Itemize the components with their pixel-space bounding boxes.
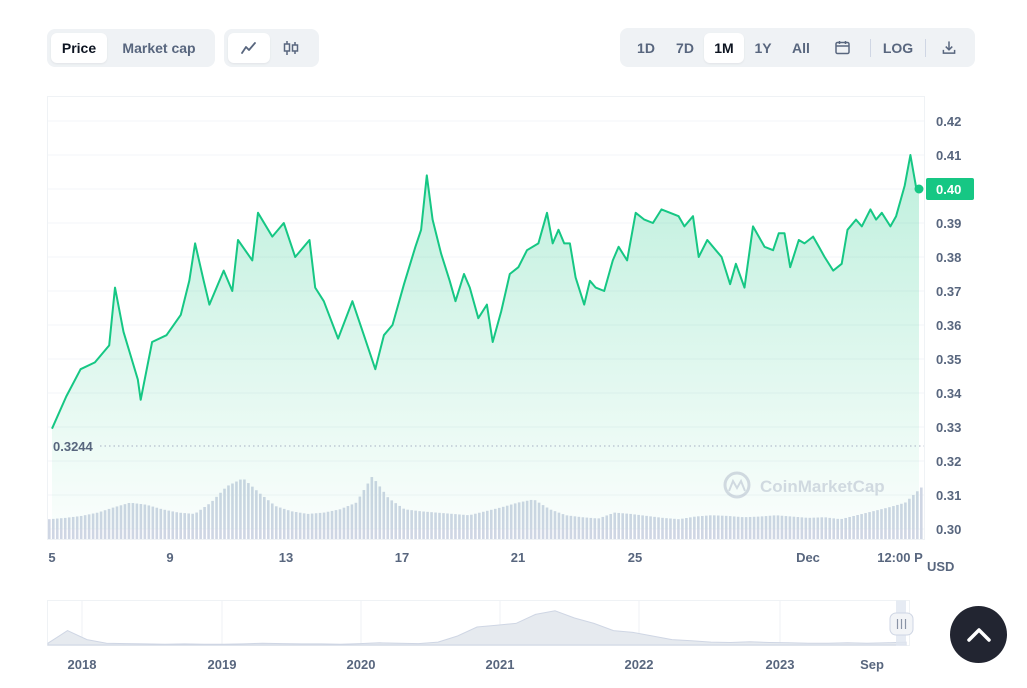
y-tick-label: 0.30: [936, 522, 961, 537]
y-tick-label: 0.31: [936, 488, 961, 503]
y-tick-label: 0.32: [936, 454, 961, 469]
x-tick-label: 5: [48, 550, 55, 565]
chart-type-toggle: [224, 29, 319, 67]
currency-label: USD: [927, 559, 954, 574]
y-tick-label: 0.38: [936, 250, 961, 265]
range-selector: 1D 7D 1M 1Y All LOG: [620, 28, 975, 67]
scroll-to-top-button[interactable]: [950, 606, 1007, 663]
drag-handle-icon[interactable]: [889, 612, 914, 636]
watermark-text: CoinMarketCap: [760, 477, 885, 496]
chevron-up-icon: [966, 627, 991, 642]
navigator-year-label: 2019: [208, 657, 237, 672]
range-7d-button[interactable]: 7D: [676, 39, 694, 56]
y-tick-label: 0.35: [936, 352, 961, 367]
x-tick-label: 12:00 P: [877, 550, 923, 565]
line-chart-icon: [241, 42, 256, 54]
line-chart-button[interactable]: [228, 33, 270, 63]
range-all-button[interactable]: All: [792, 39, 810, 56]
navigator-year-labels: 2018 2019 2020 2021 2022 2023 Sep: [68, 657, 884, 672]
volume-bar: [48, 519, 51, 539]
y-tick-label: 0.33: [936, 420, 961, 435]
volume-bar: [920, 487, 923, 539]
navigator-year-label: Sep: [860, 657, 884, 672]
log-scale-button[interactable]: LOG: [882, 39, 914, 56]
calendar-button[interactable]: [820, 33, 864, 63]
x-axis-ticks: 5 9 13 17 21 25 Dec 12:00 P: [48, 550, 923, 565]
x-tick-label: 9: [166, 550, 173, 565]
candlestick-icon: [283, 41, 299, 55]
toolbar-divider: [870, 38, 871, 57]
navigator-year-label: 2023: [766, 657, 795, 672]
current-price-badge: 0.40: [926, 178, 974, 200]
range-1d-button[interactable]: 1D: [637, 39, 655, 56]
x-tick-label: 21: [511, 550, 525, 565]
toolbar-divider: [925, 38, 926, 57]
y-axis-ticks: 0.42 0.41 0.40 0.39 0.38 0.37 0.36 0.35 0.34 0.33…: [936, 114, 962, 537]
y-tick-label: 0.36: [936, 318, 961, 333]
x-tick-label: 17: [395, 550, 409, 565]
navigator-year-label: 2020: [347, 657, 376, 672]
volume-bar: [677, 519, 680, 539]
navigator-year-label: 2022: [625, 657, 654, 672]
y-tick-label: 0.34: [936, 386, 962, 401]
price-line: [51, 154, 920, 430]
navigator-year-label: 2021: [486, 657, 515, 672]
tab-market-cap[interactable]: Market cap: [122, 40, 196, 56]
y-tick-label: 0.39: [936, 216, 961, 231]
coinmarketcap-watermark: CoinMarketCap: [723, 471, 885, 499]
x-tick-label: 13: [279, 550, 293, 565]
plot-frame: [47, 96, 925, 540]
price-area: [52, 155, 919, 529]
y-tick-label: 0.41: [936, 148, 961, 163]
range-1y-button[interactable]: 1Y: [754, 39, 772, 56]
range-1m-button[interactable]: 1M: [704, 32, 744, 63]
navigator-history-area: [47, 610, 907, 646]
current-price-label: 0.40: [936, 182, 961, 197]
x-tick-label: 25: [628, 550, 642, 565]
candlestick-chart-button[interactable]: [270, 33, 312, 63]
y-tick-label: 0.37: [936, 284, 961, 299]
reference-line-label: 0.3244: [53, 439, 94, 454]
x-tick-label: Dec: [796, 550, 820, 565]
navigator-year-label: 2018: [68, 657, 97, 672]
download-button[interactable]: [932, 33, 966, 63]
calendar-icon: [834, 41, 850, 55]
current-price-dot: [914, 184, 924, 194]
metric-tabs: Price Market cap: [47, 29, 215, 67]
download-icon: [942, 41, 956, 54]
y-tick-label: 0.42: [936, 114, 961, 129]
navigator[interactable]: 2018 2019 2020 2021 2022 2023 Sep: [47, 600, 914, 673]
tab-price[interactable]: Price: [51, 33, 107, 63]
